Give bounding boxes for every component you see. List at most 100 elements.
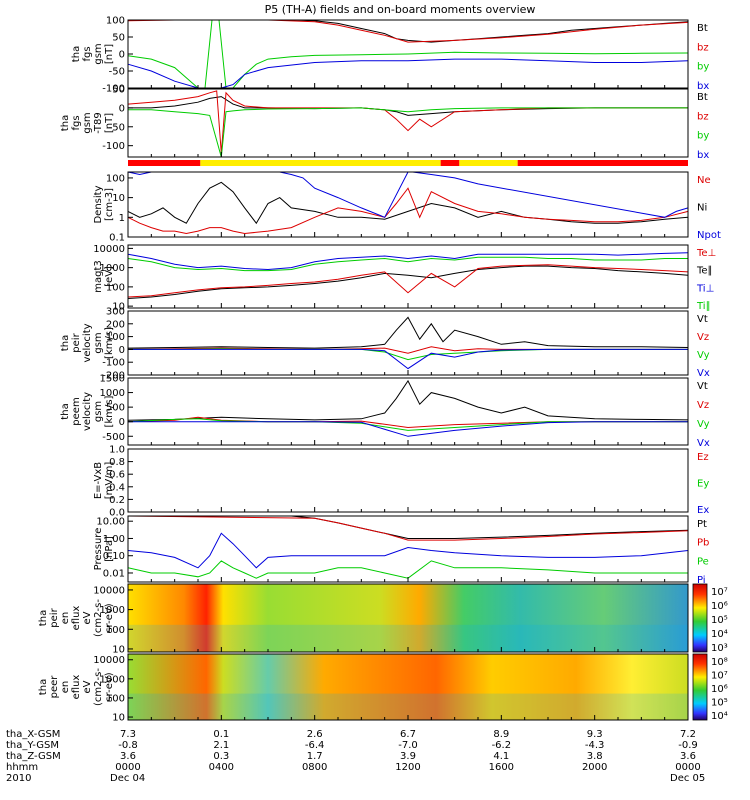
y-tick-label: 0 [119, 50, 125, 61]
series-line [127, 560, 688, 579]
y-tick-label: -200 [102, 371, 125, 382]
legend-entry: Ti∥ [696, 301, 711, 312]
panel-peir_spec: 10⁷ 10⁶ 10⁵ 10⁴ 10³ 10000 1000 100 10 tha peir en ef… [38, 583, 728, 655]
y-axis-label: gsm [93, 401, 104, 422]
y-axis-label: velocity [82, 392, 93, 431]
y-axis-label: tha [38, 679, 49, 695]
mode-bar-segment [517, 160, 688, 166]
ephemeris-value: 3.6 [120, 751, 136, 762]
ephemeris-label: hhmm [6, 762, 38, 773]
ephemeris-label: 2010 [6, 773, 31, 784]
y-tick-label: 200 [106, 319, 125, 330]
y-axis-label: gsm [93, 332, 104, 353]
ephemeris-value: 8.9 [493, 729, 509, 740]
y-axis-label: [cm-3] [104, 188, 115, 221]
ephemeris-value: -4.3 [585, 740, 605, 751]
y-axis-label: (cm2-s- [93, 668, 104, 706]
ephemeris-label: tha_X-GSM [6, 729, 60, 740]
y-tick-label: 0.0 [109, 508, 125, 519]
y-tick-label: -500 [102, 432, 125, 443]
y-axis-label: [eV] [104, 266, 115, 287]
legend-entry: Vz [697, 332, 709, 343]
y-axis-label: gsm [82, 112, 93, 133]
y-tick-label: 1000 [100, 674, 125, 685]
ephemeris-label: tha_Z-GSM [6, 751, 61, 762]
y-axis-label: fgs [82, 46, 93, 61]
ephemeris-value: 3.8 [587, 751, 603, 762]
y-tick-label: 50 [112, 85, 125, 96]
legend-entry: Bt [697, 23, 708, 34]
y-axis-label: fgs [71, 115, 82, 130]
legend-entry: Ne [697, 175, 711, 186]
legend-entry: Te⊥ [696, 248, 716, 259]
y-tick-label: 1000 [100, 605, 125, 616]
legend-entry: Ni [697, 203, 707, 214]
y-tick-label: 10 [112, 713, 125, 724]
y-tick-label: 0 [119, 345, 125, 356]
legend-entry: Vx [697, 368, 710, 379]
panel-temp: Te⊥ Te∥ Ti⊥ Ti∥ 10000 1000 100 10 magt3 [eV] [93, 244, 716, 313]
series-line [128, 348, 688, 361]
y-axis-label: [km/s] [104, 395, 115, 427]
ephemeris-label: tha_Y-GSM [6, 740, 59, 751]
colorbar-tick-label: 10⁵ [711, 698, 728, 709]
legend-entry: Pt [697, 519, 707, 530]
y-tick-label: 300 [106, 307, 125, 318]
ephemeris-value: 0800 [302, 762, 327, 773]
mode-bar-segment [128, 160, 201, 166]
legend-entry: Vt [697, 381, 708, 392]
series-line [127, 187, 689, 235]
legend-entry: bz [697, 111, 709, 122]
y-axis-label: [nT] [104, 44, 115, 64]
y-axis-label: en [60, 681, 71, 694]
series-line [127, 515, 689, 541]
legend-entry: Vx [697, 438, 710, 449]
y-axis-label: eflux [71, 606, 82, 631]
chart-title: P5 (TH-A) fields and on-board moments ov… [265, 3, 536, 16]
y-tick-label: 10000 [93, 585, 125, 596]
colorbar-tick-label: 10⁴ [711, 629, 728, 640]
series-line [128, 421, 688, 437]
y-tick-label: 0.6 [109, 470, 125, 481]
ephemeris-value: 0.3 [213, 751, 229, 762]
panel-frame [127, 310, 689, 376]
panel-peem_vel: Vt Vz Vy Vx 1500 1000 500 0 -500 tha peem velocity g… [60, 374, 710, 450]
legend-entry: bx [697, 150, 709, 161]
y-axis-label: velocity [82, 323, 93, 362]
ephemeris-value: -0.9 [678, 740, 698, 751]
y-tick-label: 100 [106, 625, 125, 636]
series-line [128, 107, 688, 158]
panel-fgs: Bt bz by bx 100 50 0 -50 -100 tha fgs gsm [nT] [71, 16, 709, 95]
ephemeris-value: 1600 [489, 762, 514, 773]
ephemeris-value: 3.6 [680, 751, 696, 762]
ephemeris-value: 9.3 [587, 729, 603, 740]
y-axis-label: eflux [71, 675, 82, 700]
y-tick-label: 50 [112, 33, 125, 44]
ephemeris-value: -6.4 [305, 740, 325, 751]
y-tick-label: 0 [119, 417, 125, 428]
legend-entry: Bt [697, 92, 708, 103]
ephemeris-value: 1200 [395, 762, 420, 773]
y-tick-label: 1500 [100, 374, 125, 385]
panel-fgs_t89: Bt bz by bx 50 0 -50 -100 tha fgs gsm -T89 [nT] [60, 85, 709, 162]
ephemeris-value: 7.3 [120, 729, 136, 740]
y-tick-label: 10 [112, 193, 125, 204]
y-axis-label: magt3 [93, 260, 104, 293]
series-line [127, 171, 689, 218]
y-tick-label: 500 [106, 403, 125, 414]
legend-entry: Ey [697, 479, 709, 490]
y-tick-label: 1.0 [109, 445, 125, 456]
spectrogram-peir_spec [128, 584, 688, 652]
ephemeris-value: Dec 04 [110, 773, 145, 784]
y-axis-label: en [60, 612, 71, 625]
ephemeris-value: 1.7 [307, 751, 323, 762]
series-line [127, 252, 689, 271]
ephemeris-value: 4.1 [493, 751, 509, 762]
y-tick-label: 0 [119, 103, 125, 114]
series-line [127, 316, 689, 349]
series-line [127, 181, 689, 225]
series-line [127, 58, 689, 89]
series-line [127, 19, 689, 89]
